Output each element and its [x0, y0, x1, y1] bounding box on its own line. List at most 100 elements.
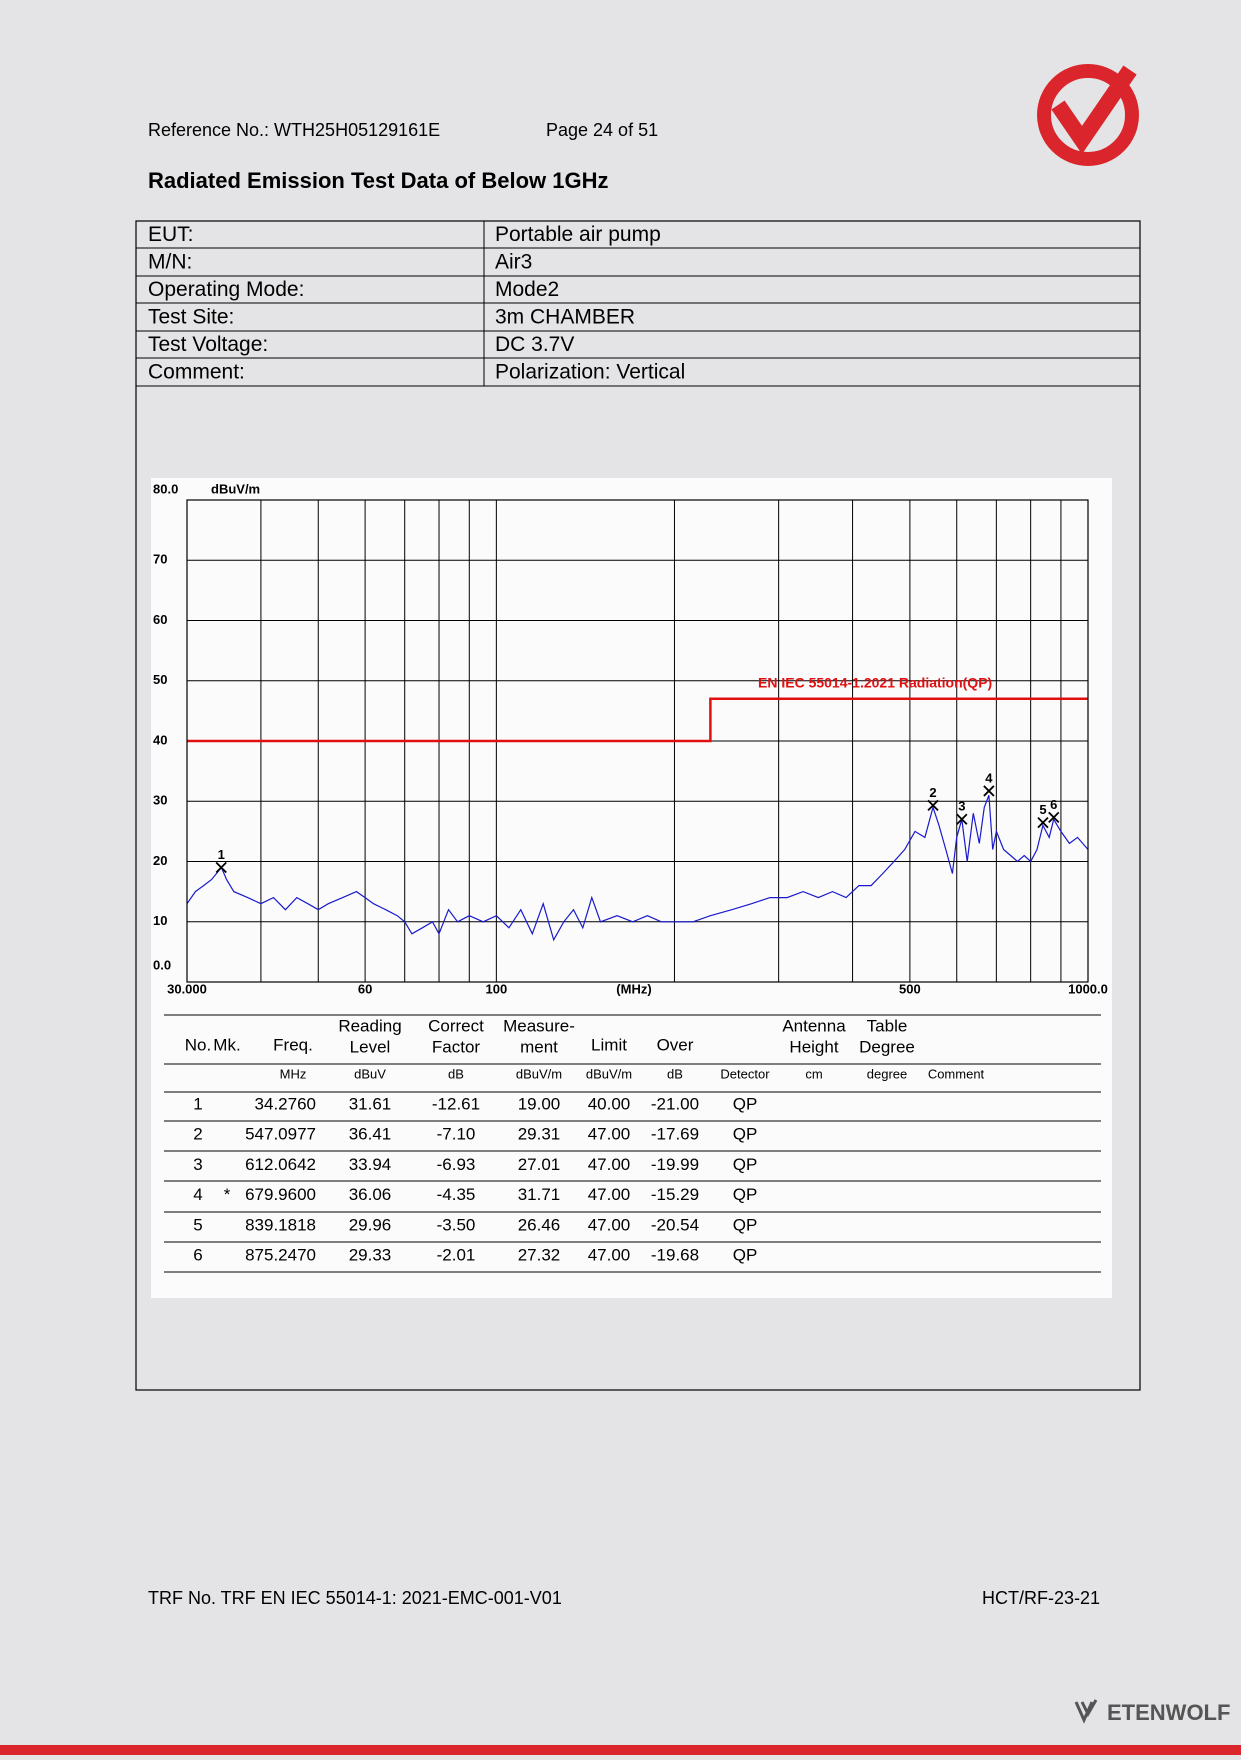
info-value: Polarization: Vertical — [495, 361, 685, 384]
marker-label: 1 — [218, 847, 225, 862]
table-cell: 31.71 — [518, 1185, 561, 1204]
marker — [215, 861, 227, 874]
table-cell: 33.94 — [349, 1155, 392, 1174]
brand: ETENWOLF — [1107, 1700, 1230, 1725]
table-cell: -19.99 — [651, 1155, 699, 1174]
column-title: Measure- — [503, 1016, 575, 1035]
column-unit: dB — [667, 1066, 683, 1081]
table-cell: 875.2470 — [245, 1245, 316, 1264]
marker — [927, 799, 939, 812]
logo-ring — [1037, 64, 1139, 166]
table-cell: QP — [733, 1094, 758, 1113]
column-title: ment — [520, 1037, 558, 1056]
table-cell: QP — [733, 1155, 758, 1174]
x-tick-label: 30.000 — [167, 981, 207, 996]
table-cell: QP — [733, 1125, 758, 1144]
column-title: Freq. — [273, 1035, 313, 1054]
table-cell: * — [224, 1185, 231, 1204]
column-title: Factor — [432, 1037, 481, 1056]
table-cell: -2.01 — [437, 1245, 476, 1264]
table-cell: 31.61 — [349, 1094, 392, 1113]
chart-background — [151, 478, 1112, 1298]
x-tick-label: 100 — [486, 981, 508, 996]
column-title: Limit — [591, 1035, 627, 1054]
column-title: Table — [867, 1016, 908, 1035]
info-value: 3m CHAMBER — [495, 306, 635, 329]
y-tick-label: 20 — [153, 853, 167, 868]
footer-trf: TRF No. TRF EN IEC 55014-1: 2021-EMC-001… — [148, 1588, 562, 1608]
x-tick-label: 1000.0 — [1068, 981, 1108, 996]
info-value: Portable air pump — [495, 223, 661, 246]
table-cell: -21.00 — [651, 1094, 699, 1113]
column-unit: Detector — [720, 1066, 770, 1081]
plot-frame — [186, 499, 1089, 983]
table-cell: -4.35 — [437, 1185, 476, 1204]
column-unit: Comment — [928, 1066, 985, 1081]
table-cell: QP — [733, 1245, 758, 1264]
table-cell: 6 — [193, 1245, 202, 1264]
table-cell: 36.41 — [349, 1125, 392, 1144]
y-tick-label: 50 — [153, 672, 167, 687]
column-title: Over — [657, 1035, 694, 1054]
table-cell: 547.0977 — [245, 1125, 316, 1144]
table-cell: -15.29 — [651, 1185, 699, 1204]
table-cell: 29.31 — [518, 1125, 561, 1144]
outer-box — [135, 220, 1141, 1391]
info-label: M/N: — [148, 251, 192, 274]
table-cell: 40.00 — [588, 1094, 631, 1113]
table-cell: 47.00 — [588, 1215, 631, 1234]
column-title: Mk. — [213, 1035, 240, 1054]
info-value: DC 3.7V — [495, 333, 574, 356]
table-cell: QP — [733, 1185, 758, 1204]
info-label: Comment: — [148, 361, 245, 384]
table-cell: 4 — [193, 1185, 202, 1204]
page-number: Page 24 of 51 — [546, 120, 658, 140]
x-tick-label: 60 — [358, 981, 372, 996]
brand-icon — [1074, 1699, 1098, 1724]
table-cell: 19.00 — [518, 1094, 561, 1113]
column-unit: degree — [867, 1066, 907, 1081]
info-label: Test Voltage: — [148, 333, 268, 356]
table-cell: 5 — [193, 1215, 202, 1234]
table-cell: 47.00 — [588, 1125, 631, 1144]
table-cell: 29.96 — [349, 1215, 392, 1234]
table-cell: 26.46 — [518, 1215, 561, 1234]
info-value: Air3 — [495, 251, 532, 274]
table-cell: -20.54 — [651, 1215, 699, 1234]
y-unit: dBuV/m — [211, 481, 260, 496]
reference: Reference No.: WTH25H05129161E — [148, 120, 440, 140]
info-label: Operating Mode: — [148, 278, 304, 301]
table-cell: -19.68 — [651, 1245, 699, 1264]
column-title: Antenna — [782, 1016, 846, 1035]
table-cell: -3.50 — [437, 1215, 476, 1234]
column-unit: dBuV/m — [586, 1066, 632, 1081]
table-cell: 612.0642 — [245, 1155, 316, 1174]
table-cell: -12.61 — [432, 1094, 480, 1113]
y-tick-label: 40 — [153, 732, 167, 747]
table-cell: 679.9600 — [245, 1185, 316, 1204]
table-cell: 3 — [193, 1155, 202, 1174]
column-title: Correct — [428, 1016, 484, 1035]
table-cell: 1 — [193, 1094, 202, 1113]
table-cell: 839.1818 — [245, 1215, 316, 1234]
y-tick-label: 80.0 — [153, 481, 178, 496]
table-cell: 27.01 — [518, 1155, 561, 1174]
marker — [1048, 811, 1060, 824]
marker — [983, 785, 995, 797]
title: Radiated Emission Test Data of Below 1GH… — [148, 168, 608, 193]
table-cell: 29.33 — [349, 1245, 392, 1264]
table-cell: 47.00 — [588, 1185, 631, 1204]
table-cell: 36.06 — [349, 1185, 392, 1204]
y-tick-label: 70 — [153, 552, 167, 567]
table-cell: 34.2760 — [255, 1094, 316, 1113]
column-unit: dBuV — [354, 1066, 386, 1081]
column-unit: dB — [448, 1066, 464, 1081]
table-cell: QP — [733, 1215, 758, 1234]
bottom-bar — [0, 1745, 1241, 1755]
footer-code: HCT/RF-23-21 — [982, 1588, 1100, 1608]
table-cell: 47.00 — [588, 1245, 631, 1264]
table-cell: -17.69 — [651, 1125, 699, 1144]
